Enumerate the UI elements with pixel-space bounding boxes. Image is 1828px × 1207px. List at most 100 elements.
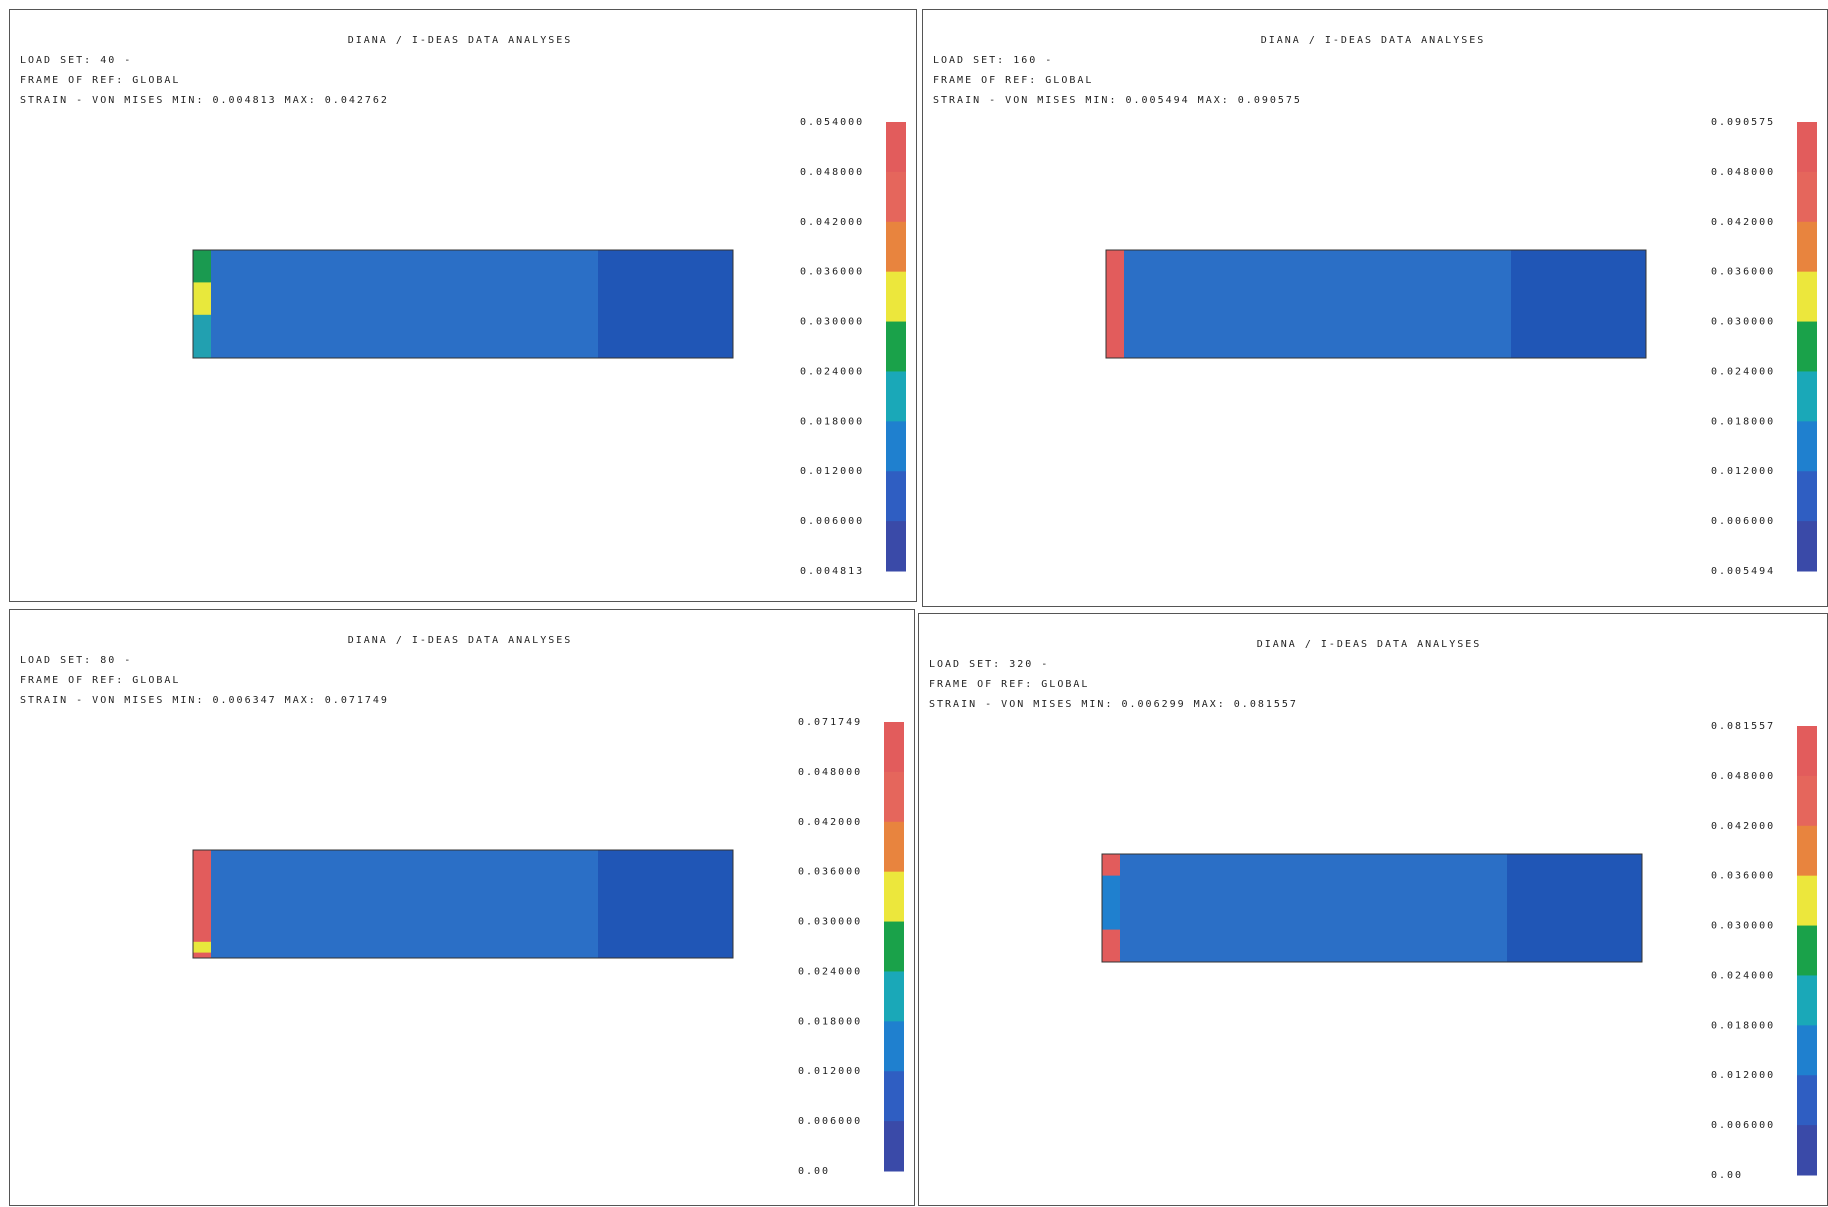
legend-label: 0.081557 (1711, 721, 1775, 732)
legend-band (1797, 272, 1817, 322)
legend-band (1797, 926, 1817, 976)
load-set: LOAD SET: 40 - (20, 55, 132, 66)
contour-plot: DIANA / I-DEAS DATA ANALYSES LOAD SET: 32… (919, 614, 1827, 1205)
legend-band (1797, 975, 1817, 1025)
legend-band (884, 772, 904, 822)
legend-label: 0.036000 (1711, 871, 1775, 882)
legend-label: 0.048000 (800, 167, 864, 178)
legend-band (886, 471, 906, 521)
legend-label: 0.030000 (798, 917, 862, 928)
load-set: LOAD SET: 320 - (929, 659, 1049, 670)
legend-label: 0.071749 (798, 717, 862, 728)
legend-label: 0.018000 (800, 416, 864, 427)
legend-label: 0.042000 (798, 817, 862, 828)
legend-band (1797, 172, 1817, 222)
frame-of-ref: FRAME OF REF: GLOBAL (933, 75, 1093, 86)
contour-plot: DIANA / I-DEAS DATA ANALYSES LOAD SET: 80… (10, 610, 914, 1205)
beam-region (1106, 250, 1124, 358)
legend-band (884, 1071, 904, 1121)
plot-panel: DIANA / I-DEAS DATA ANALYSES LOAD SET: 16… (922, 9, 1828, 607)
legend-band (884, 1021, 904, 1071)
legend-label: 0.018000 (1711, 1020, 1775, 1031)
legend-label: 0.012000 (1711, 466, 1775, 477)
legend-band (884, 922, 904, 972)
legend-label: 0.00 (1711, 1170, 1743, 1181)
legend-label: 0.036000 (798, 867, 862, 878)
plot-title: DIANA / I-DEAS DATA ANALYSES (348, 635, 573, 646)
legend-label: 0.018000 (798, 1016, 862, 1027)
legend-band (1797, 876, 1817, 926)
legend-band (1797, 122, 1817, 172)
legend-label: 0.006000 (1711, 1120, 1775, 1131)
legend-band (886, 222, 906, 272)
legend-band (1797, 222, 1817, 272)
legend-label: 0.030000 (1711, 921, 1775, 932)
frame-of-ref: FRAME OF REF: GLOBAL (20, 75, 180, 86)
legend-label: 0.036000 (800, 267, 864, 278)
legend-band (1797, 726, 1817, 776)
plot-title: DIANA / I-DEAS DATA ANALYSES (1257, 639, 1482, 650)
legend-band (884, 822, 904, 872)
result-range: STRAIN - VON MISES MIN: 0.006347 MAX: 0.… (20, 695, 389, 706)
legend-band (884, 722, 904, 772)
legend-label: 0.012000 (1711, 1070, 1775, 1081)
legend-band (1797, 471, 1817, 521)
legend-band (884, 971, 904, 1021)
legend-band (884, 1121, 904, 1171)
beam-region (598, 250, 733, 358)
load-set: LOAD SET: 160 - (933, 55, 1053, 66)
legend-band (886, 172, 906, 222)
legend-band (884, 872, 904, 922)
contour-plot: DIANA / I-DEAS DATA ANALYSES LOAD SET: 16… (923, 10, 1827, 606)
legend-label: 0.012000 (798, 1066, 862, 1077)
legend-label: 0.042000 (1711, 217, 1775, 228)
legend-label: 0.054000 (800, 117, 864, 128)
legend-label: 0.024000 (1711, 366, 1775, 377)
legend-label: 0.090575 (1711, 117, 1775, 128)
legend-label: 0.030000 (800, 317, 864, 328)
legend-band (886, 122, 906, 172)
beam-region (1507, 854, 1642, 962)
load-set: LOAD SET: 80 - (20, 655, 132, 666)
legend-label: 0.030000 (1711, 317, 1775, 328)
plot-panel: DIANA / I-DEAS DATA ANALYSES LOAD SET: 40… (9, 9, 917, 602)
legend-band (886, 521, 906, 571)
legend-label: 0.00 (798, 1166, 830, 1177)
legend-label: 0.005494 (1711, 566, 1775, 577)
legend-band (886, 322, 906, 372)
legend-band (886, 421, 906, 471)
legend-label: 0.048000 (798, 767, 862, 778)
legend-label: 0.036000 (1711, 267, 1775, 278)
plot-panel: DIANA / I-DEAS DATA ANALYSES LOAD SET: 80… (9, 609, 915, 1206)
beam-region (598, 850, 733, 958)
legend-label: 0.048000 (1711, 771, 1775, 782)
plot-panel: DIANA / I-DEAS DATA ANALYSES LOAD SET: 32… (918, 613, 1828, 1206)
beam-region (1511, 250, 1646, 358)
frame-of-ref: FRAME OF REF: GLOBAL (20, 675, 180, 686)
legend-label: 0.006000 (1711, 516, 1775, 527)
plot-title: DIANA / I-DEAS DATA ANALYSES (348, 35, 573, 46)
legend-band (1797, 776, 1817, 826)
legend-label: 0.048000 (1711, 167, 1775, 178)
legend-band (1797, 371, 1817, 421)
legend-band (886, 272, 906, 322)
legend-label: 0.012000 (800, 466, 864, 477)
legend-label: 0.024000 (800, 366, 864, 377)
legend-band (1797, 826, 1817, 876)
beam-region (193, 282, 211, 314)
result-range: STRAIN - VON MISES MIN: 0.005494 MAX: 0.… (933, 95, 1302, 106)
legend-label: 0.004813 (800, 566, 864, 577)
legend-label: 0.006000 (800, 516, 864, 527)
legend-label: 0.042000 (800, 217, 864, 228)
legend-band (1797, 1075, 1817, 1125)
legend-label: 0.042000 (1711, 821, 1775, 832)
contour-plot: DIANA / I-DEAS DATA ANALYSES LOAD SET: 40… (10, 10, 916, 601)
beam-region (1102, 876, 1120, 930)
legend-band (1797, 322, 1817, 372)
legend-label: 0.024000 (798, 966, 862, 977)
legend-label: 0.006000 (798, 1116, 862, 1127)
plot-title: DIANA / I-DEAS DATA ANALYSES (1261, 35, 1486, 46)
beam-region (193, 942, 211, 953)
legend-band (1797, 1125, 1817, 1175)
legend-label: 0.024000 (1711, 970, 1775, 981)
